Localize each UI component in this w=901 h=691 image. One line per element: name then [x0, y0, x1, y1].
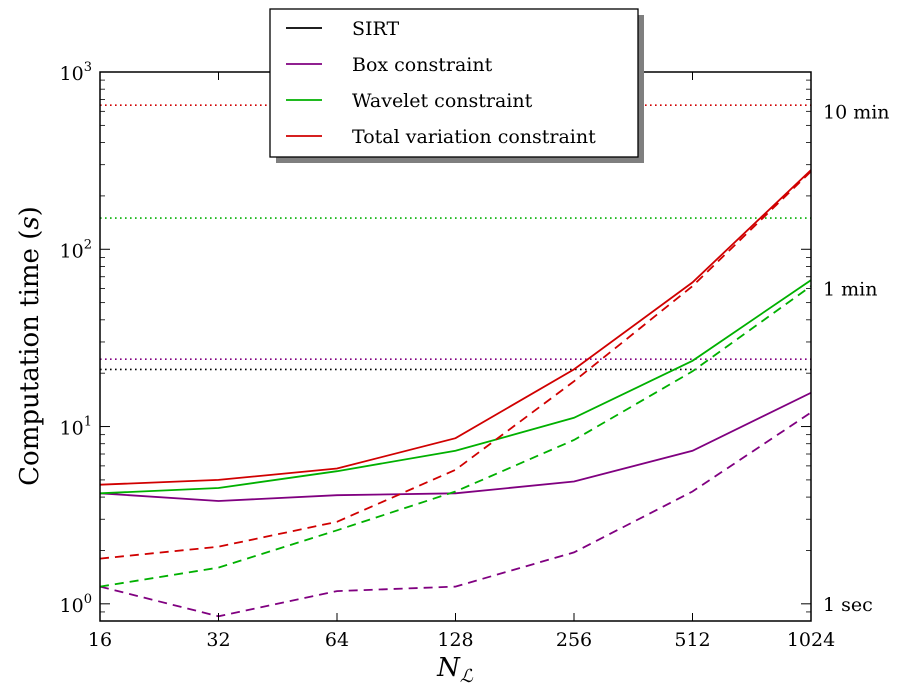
box-constraint-dashed-line	[100, 411, 811, 618]
y-tick-label-exponent: 1	[84, 415, 92, 430]
legend: SIRT Box constraint Wavelet constraint Tota…	[269, 8, 644, 163]
x-tick-label: 16	[88, 629, 112, 651]
y-tick-label: 100	[60, 592, 92, 617]
y-tick-label: 101	[60, 415, 92, 440]
x-axis-label-subscript: ℒ	[460, 666, 474, 687]
legend-label: Total variation constraint	[352, 126, 596, 148]
y-tick-label-base: 10	[60, 240, 84, 262]
legend-label: SIRT	[352, 18, 399, 40]
y-axis-label-var: s	[15, 216, 45, 229]
wavelet-constraint-solid-line	[100, 279, 811, 495]
y-tick-label: 103	[60, 60, 92, 85]
legend-label: Box constraint	[352, 54, 493, 76]
y-tick-label-exponent: 2	[84, 237, 92, 252]
y-tick-label-exponent: 0	[84, 592, 92, 607]
y-tick-label-base: 10	[60, 595, 84, 617]
y-axis-label-suffix: )	[15, 206, 45, 216]
y-tick-label-base: 10	[60, 418, 84, 440]
x-tick-label: 256	[556, 629, 592, 651]
y-axis-label: Computation time (s)	[15, 206, 45, 486]
x-tick-label: 128	[437, 629, 473, 651]
box-constraint-solid-line	[100, 391, 811, 502]
x-tick-label: 512	[674, 629, 710, 651]
y-tick-label: 102	[60, 237, 92, 262]
legend-box	[269, 8, 639, 158]
x-axis-label-main: N	[436, 653, 461, 683]
legend-label: Wavelet constraint	[352, 90, 533, 112]
total-variation-constraint-solid-line	[100, 169, 811, 486]
y-tick-label-exponent: 3	[84, 60, 92, 75]
y-tick-label-base: 10	[60, 63, 84, 85]
x-tick-label: 1024	[787, 629, 835, 651]
right-axis-label: 1 sec	[823, 594, 873, 616]
y-axis-label-prefix: Computation time (	[15, 230, 45, 486]
wavelet-constraint-dashed-line	[100, 285, 811, 588]
right-axis-label: 1 min	[823, 279, 877, 301]
right-axis-label: 10 min	[823, 101, 890, 123]
x-tick-label: 32	[206, 629, 230, 651]
label-layer: Nℒ Computation time (s)	[15, 206, 474, 687]
x-axis-label: Nℒ	[436, 653, 474, 687]
series-layer	[100, 104, 811, 618]
x-tick-label: 64	[325, 629, 349, 651]
